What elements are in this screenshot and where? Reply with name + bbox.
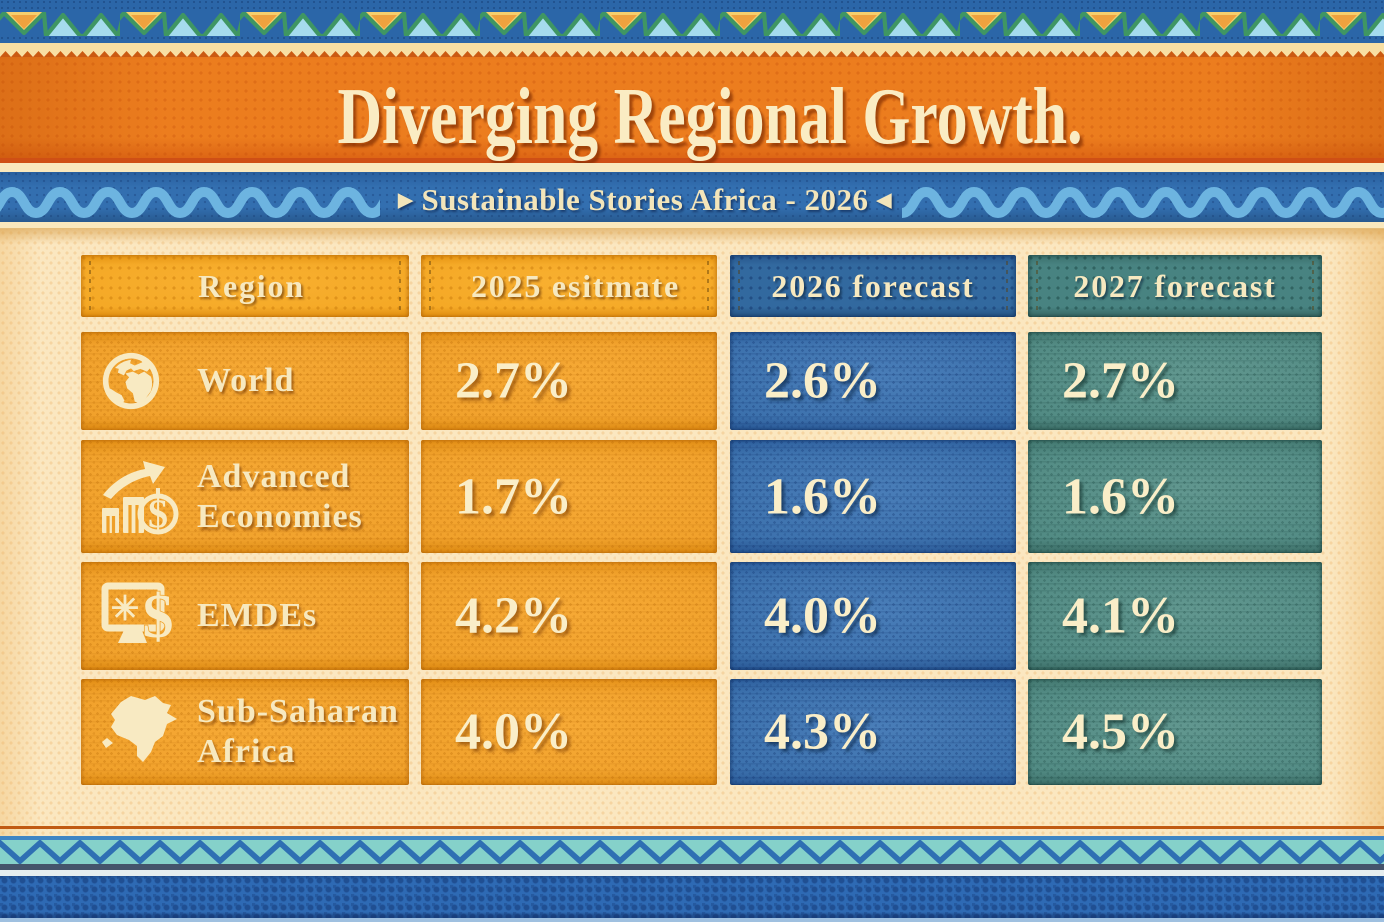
svg-text:$: $ (148, 491, 168, 536)
svg-text:$: $ (143, 583, 174, 650)
svg-text:✳: ✳ (111, 590, 140, 628)
